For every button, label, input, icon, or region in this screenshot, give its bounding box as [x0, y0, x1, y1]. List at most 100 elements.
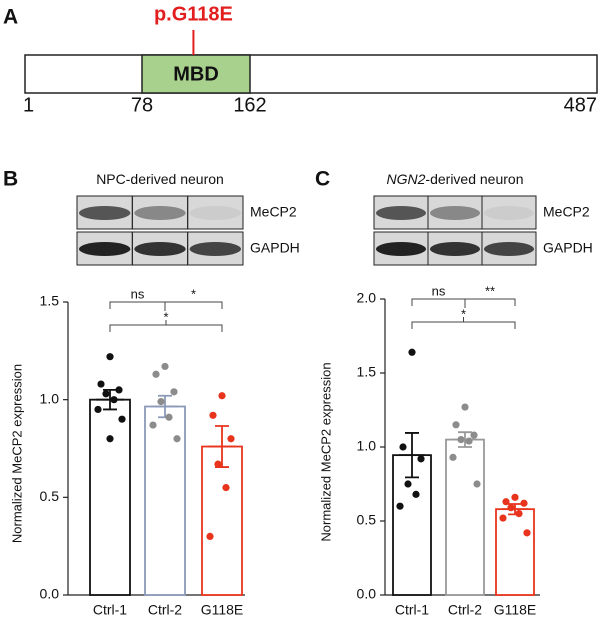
- blot-band: [376, 242, 426, 256]
- data-point: [149, 421, 157, 429]
- y-tick-label: 2.0: [357, 290, 377, 306]
- position-label: 487: [564, 94, 597, 116]
- data-point: [170, 388, 178, 396]
- panel-label: A: [3, 6, 18, 29]
- bar: [201, 445, 243, 596]
- y-tick-label: 0.0: [357, 586, 377, 602]
- band-label: GAPDH: [543, 240, 593, 256]
- data-point: [222, 483, 230, 492]
- data-point: [118, 415, 126, 423]
- mutation-label: p.G118E: [154, 3, 233, 25]
- data-point: [161, 362, 169, 371]
- data-point: [157, 398, 165, 406]
- data-point: [520, 499, 528, 507]
- blot-band: [79, 206, 131, 220]
- bar: [392, 454, 432, 596]
- data-point: [404, 480, 412, 488]
- domain-label: MBD: [173, 63, 219, 85]
- protein-bar: [24, 54, 598, 94]
- blot-band: [189, 206, 241, 220]
- bar: [89, 398, 131, 596]
- y-tick-label: 0.5: [357, 512, 377, 528]
- x-tick-label: G118E: [494, 602, 537, 618]
- significance-bracket: [411, 298, 466, 306]
- significance-bracket: [109, 301, 166, 309]
- data-point: [115, 386, 123, 394]
- data-point: [396, 502, 404, 510]
- data-point: [94, 405, 102, 414]
- data-point: [102, 390, 110, 398]
- band-label: GAPDH: [250, 240, 300, 256]
- data-point: [227, 435, 235, 443]
- position-label: 78: [131, 94, 153, 116]
- data-point: [465, 437, 473, 445]
- blot-lane: [187, 195, 244, 230]
- x-tick-label: G118E: [201, 602, 244, 618]
- blot-lane: [187, 231, 244, 266]
- x-tick-label: Ctrl-1: [93, 602, 127, 618]
- y-tick-label: 1.0: [40, 390, 60, 406]
- error-bar: [399, 432, 425, 479]
- significance-bracket: [464, 298, 516, 306]
- data-point: [165, 413, 173, 421]
- x-tick-label: Ctrl-2: [148, 602, 182, 618]
- data-point: [206, 532, 214, 541]
- blot-band: [79, 242, 131, 256]
- data-point: [399, 443, 407, 451]
- error-bar: [452, 431, 478, 448]
- position-label: 162: [233, 94, 266, 116]
- data-point: [97, 380, 105, 388]
- blot-band: [430, 242, 480, 256]
- data-point: [152, 370, 160, 378]
- blot-band: [430, 206, 480, 220]
- data-point: [473, 480, 481, 488]
- data-point: [110, 396, 118, 404]
- data-point: [499, 514, 507, 522]
- blot-lane: [481, 231, 537, 266]
- data-point: [209, 411, 217, 419]
- error-bar: [502, 503, 528, 516]
- data-point: [106, 353, 114, 361]
- y-tick-label: 0.5: [40, 488, 60, 504]
- blot-title-italic: NGN2: [387, 171, 426, 187]
- blot-title-text: -derived neuron: [425, 171, 523, 187]
- y-axis-label: Normalized MeCP2 expression: [9, 364, 24, 543]
- y-axis-label: Normalized MeCP2 expression: [318, 362, 333, 541]
- data-point: [502, 498, 510, 506]
- mbd-domain: [141, 54, 251, 94]
- significance-label: *: [461, 306, 466, 321]
- x-tick-label: Ctrl-1: [395, 602, 429, 618]
- data-point: [523, 529, 531, 537]
- data-point: [412, 490, 420, 498]
- data-point: [408, 348, 416, 356]
- significance-label: ns: [131, 286, 145, 301]
- data-point: [461, 403, 469, 411]
- data-point: [417, 455, 425, 463]
- data-point: [173, 435, 181, 443]
- significance-label: *: [163, 309, 168, 324]
- blot-band: [376, 206, 426, 220]
- data-point: [449, 453, 457, 461]
- blot-title: NGN2-derived neuron: [387, 171, 524, 187]
- x-tick-label: Ctrl-2: [448, 602, 482, 618]
- error-bar: [96, 389, 124, 411]
- error-bar: [151, 394, 179, 419]
- y-tick-label: 0.0: [40, 586, 60, 602]
- data-point: [470, 431, 478, 439]
- significance-bracket: [164, 301, 223, 309]
- significance-label: **: [485, 283, 495, 298]
- data-point: [106, 435, 114, 443]
- significance-bracket: [109, 324, 223, 332]
- error-bar: [208, 425, 236, 468]
- data-point: [511, 493, 519, 501]
- band-label: MeCP2: [250, 204, 297, 220]
- y-tick-label: 1.0: [357, 438, 377, 454]
- significance-bracket: [411, 321, 516, 329]
- data-point: [452, 421, 460, 429]
- blot-band: [484, 206, 534, 220]
- data-point: [457, 436, 465, 444]
- blot-band: [134, 206, 186, 220]
- blot-band: [189, 242, 241, 256]
- data-point: [214, 460, 222, 468]
